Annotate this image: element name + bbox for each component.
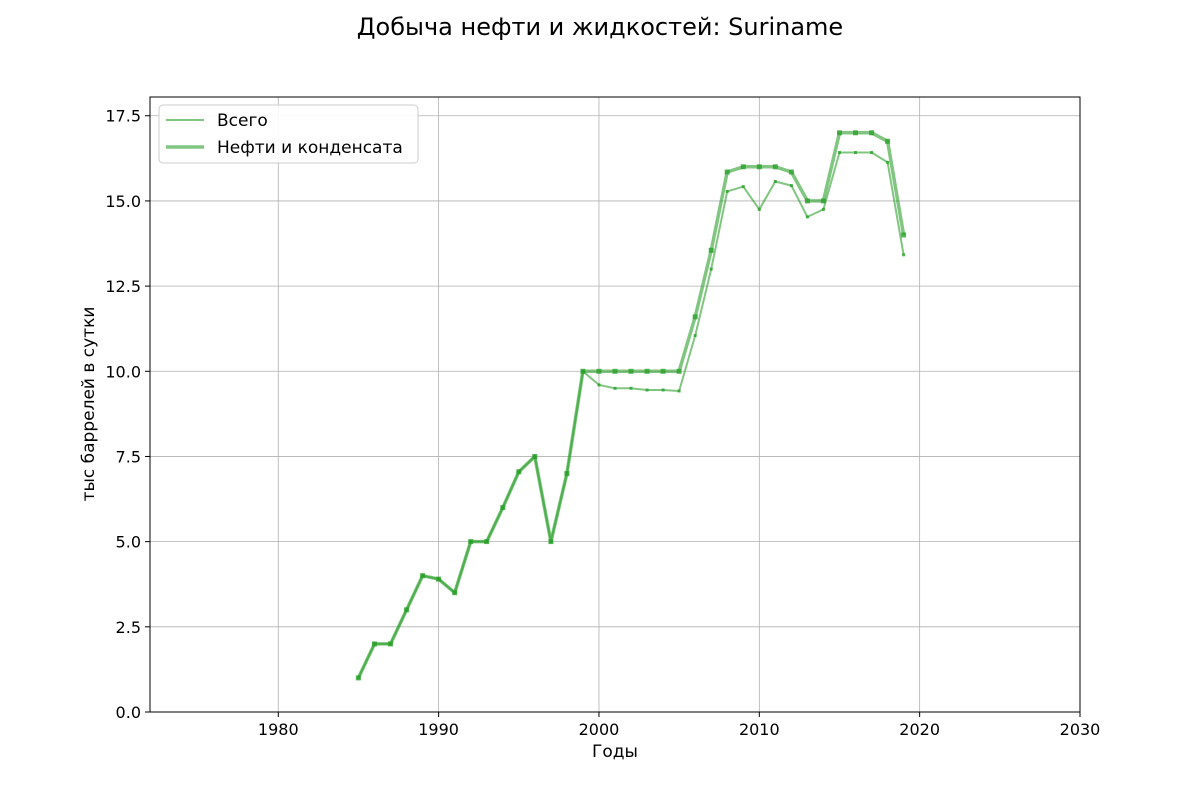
x-tick-label: 2010 xyxy=(739,720,780,739)
legend-label-oil-condensate: Нефти и конденсата xyxy=(217,138,403,158)
series-oil-condensate-point xyxy=(516,469,522,475)
x-tick-label: 2020 xyxy=(899,720,940,739)
y-tick-label: 10.0 xyxy=(105,362,141,381)
series-oil-condensate-point xyxy=(355,675,361,681)
series-oil-condensate-point xyxy=(837,130,842,136)
series-oil-condensate-point xyxy=(676,368,682,374)
series-total-point xyxy=(741,185,745,189)
series-oil-condensate-point xyxy=(484,539,490,545)
series-total-point xyxy=(709,267,713,271)
series-oil-condensate-point xyxy=(644,368,650,374)
x-tick-label: 1990 xyxy=(418,720,459,739)
series-oil-condensate-point xyxy=(452,590,458,596)
series-total-point xyxy=(902,253,906,257)
series-oil-condensate-point xyxy=(756,164,762,170)
series-oil-condensate-point xyxy=(885,138,891,144)
series-oil-condensate-point xyxy=(788,169,794,175)
series-oil-condensate-point xyxy=(420,573,426,579)
x-tick-label: 2000 xyxy=(579,720,620,739)
y-axis-label: тыс баррелей в сутки xyxy=(79,307,99,502)
series-oil-condensate-point xyxy=(724,169,730,175)
series-total-point xyxy=(597,383,601,387)
series-oil-condensate-point xyxy=(532,454,538,459)
legend-label-total: Всего xyxy=(217,111,268,131)
legend-box xyxy=(158,104,419,164)
series-oil-condensate-point xyxy=(468,539,474,545)
series-oil-condensate-point xyxy=(596,368,602,374)
series-oil-condensate-point xyxy=(869,130,875,136)
series-oil-condensate-point xyxy=(580,368,586,374)
series-total-point xyxy=(773,180,777,183)
chart-title: Добыча нефти и жидкостей: Suriname xyxy=(357,13,843,41)
plot-area-frame xyxy=(149,96,1081,713)
series-oil-condensate-point xyxy=(388,641,393,647)
series-total-point xyxy=(854,151,857,154)
series-total-point xyxy=(789,184,793,188)
series-total-point xyxy=(661,388,665,392)
series-total-point xyxy=(757,207,761,211)
series-oil-condensate-point xyxy=(564,471,570,476)
series-total-point xyxy=(821,207,825,211)
series-total-point xyxy=(645,388,649,392)
y-tick-label: 7.5 xyxy=(116,447,141,466)
series-oil-condensate-point xyxy=(612,368,618,374)
series-oil-condensate-point xyxy=(500,505,506,511)
x-tick-label: 2030 xyxy=(1060,720,1101,739)
x-tick-label: 1980 xyxy=(258,720,299,739)
y-tick-label: 2.5 xyxy=(116,618,141,637)
axis-ticks: 1980 1990 2000 2010 2020 2030 0.0 2.5 5.0 7.5 10.0… xyxy=(105,107,1100,739)
y-tick-label: 17.5 xyxy=(105,107,141,126)
series-total-point xyxy=(613,386,617,390)
series-total-point xyxy=(805,215,809,219)
series-oil-condensate-point xyxy=(804,198,810,204)
series-total-point xyxy=(693,334,697,337)
series-oil-condensate-point xyxy=(692,314,698,320)
y-tick-label: 15.0 xyxy=(105,192,141,211)
series-oil-condensate-point xyxy=(772,164,778,170)
series-oil-condensate-point xyxy=(628,368,634,374)
series-oil-condensate-point xyxy=(740,164,746,170)
series-oil-condensate-point xyxy=(660,368,666,374)
series-oil-condensate-point xyxy=(372,641,377,647)
series-total-point xyxy=(886,160,890,164)
y-tick-label: 12.5 xyxy=(105,277,141,296)
series-oil-condensate-point xyxy=(436,576,442,582)
series-oil-condensate-point xyxy=(404,607,410,613)
series-total-point xyxy=(870,151,874,154)
series-oil-condensate xyxy=(355,130,907,681)
series-oil-condensate-point xyxy=(820,198,826,204)
series-oil-condensate-point xyxy=(708,247,714,253)
series-oil-condensate-point xyxy=(853,130,858,136)
y-tick-label: 5.0 xyxy=(116,533,141,552)
series-layer xyxy=(355,130,907,681)
series-oil-condensate-point xyxy=(548,539,554,545)
series-total-point xyxy=(677,389,681,393)
series-total-point xyxy=(725,189,729,193)
x-axis-label: Годы xyxy=(592,742,638,762)
y-tick-label: 0.0 xyxy=(116,703,141,722)
series-oil-condensate-point xyxy=(901,232,907,238)
series-total-point xyxy=(629,386,633,390)
legend: Всего Нефти и конденсата xyxy=(158,104,419,164)
series-total-point xyxy=(838,151,841,154)
